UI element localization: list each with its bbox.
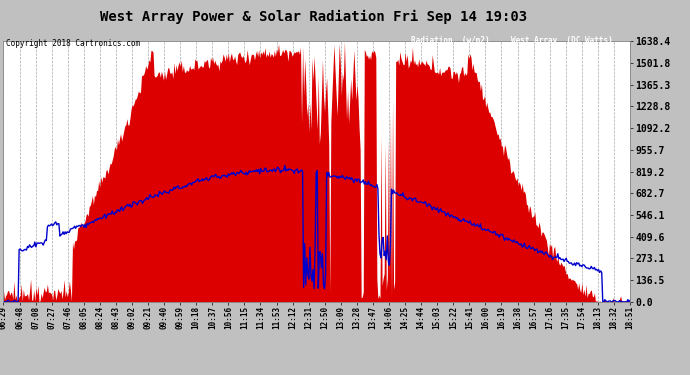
Text: West Array Power & Solar Radiation Fri Sep 14 19:03: West Array Power & Solar Radiation Fri S…: [100, 9, 528, 24]
Text: West Array  (DC Watts): West Array (DC Watts): [511, 36, 613, 45]
Text: Copyright 2018 Cartronics.com: Copyright 2018 Cartronics.com: [6, 39, 139, 48]
Text: Radiation  (w/m2): Radiation (w/m2): [411, 36, 489, 45]
